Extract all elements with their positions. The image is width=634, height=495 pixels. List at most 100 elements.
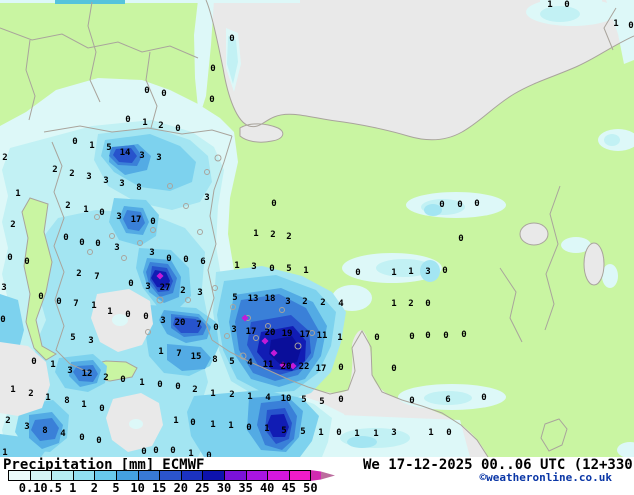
grid-value: 0 [99,404,104,414]
grid-value: 17 [246,327,257,337]
grid-value: 1 [318,428,323,438]
grid-value: 11 [317,331,328,341]
grid-value: 1 [91,301,96,311]
grid-value: 0 [143,312,148,322]
grid-value: 0 [166,254,171,264]
grid-value: 0 [24,257,29,267]
grid-value: 3 [139,151,144,161]
grid-value: 20 [265,328,276,338]
grid-value: 3 [285,297,290,307]
grid-value: 0 [79,433,84,443]
grid-value: 0 [246,423,251,433]
grid-value: 13 [248,294,259,304]
grid-value: 5 [70,333,75,343]
scale-cell [245,470,269,481]
grid-value: 0 [269,264,274,274]
grid-value: 1 [253,229,258,239]
grid-value: 0 [338,363,343,373]
grid-value: 3 [114,243,119,253]
scale-cell [116,470,139,481]
peloponnese-ridge [21,197,57,361]
grid-value: 0 [125,115,130,125]
grid-value: 0 [229,34,234,44]
scale-cell [159,470,182,481]
grid-value: 2 [408,299,413,309]
scale-label: 10 [130,481,145,495]
coast-west-turkey [205,135,233,341]
sea-clear-speckles [112,314,143,429]
grid-value: 0 [458,234,463,244]
grid-value: 0 [120,375,125,385]
grid-value: 0 [153,446,158,456]
scale-cell [288,470,312,481]
grid-value: 3 [86,172,91,182]
grid-value: 2 [229,390,234,400]
precip-peak-icon [289,362,297,370]
grid-value: 1 [10,385,15,395]
scale-label: 15 [151,481,167,495]
grid-value: 1 [337,333,342,343]
grid-value: 19 [282,329,293,339]
coastlines-borders [0,0,634,457]
grid-value: 3 [425,267,430,277]
grid-value: 0 [161,89,166,99]
grid-value: 0 [125,310,130,320]
grid-value: 1 [547,0,552,10]
grid-value: 8 [136,183,141,193]
grid-value: 2 [270,230,275,240]
grid-value: 5 [281,426,286,436]
grid-value: 7 [176,349,181,359]
grid-value: 1 [264,424,269,434]
grid-value: 0 [425,299,430,309]
scale-label: 45 [281,481,297,495]
scale-cell [267,470,290,481]
grid-value: 1 [247,392,252,402]
grid-value: 0 [72,137,77,147]
grid-value: 20 [281,362,292,372]
grid-value: 2 [158,121,163,131]
coast-south-turkey [211,329,489,457]
grid-value: 3 [251,262,256,272]
weather-map: 0 0 0 1 0 1 0 0 0 0 1 2 0 0 1 5 14 3 3 2 2 2 3 3 3 8 1 3 0 0 0 0 2 1 0 3 17 0… [0,0,634,457]
grid-value: 3 [24,422,29,432]
grid-value: 0 [210,64,215,74]
scale-label: 30 [216,481,232,495]
grid-value: 1 [188,449,193,457]
grid-value: 4 [60,429,66,439]
grid-value: 27 [160,283,171,293]
country-border [87,1,101,103]
grid-value: 0 [628,21,633,31]
grid-value: 1 [89,141,94,151]
scale-label: 0.5 [40,481,63,495]
scale-cell [202,470,225,481]
grid-value: 0 [374,333,379,343]
coast-black-sea [205,0,634,141]
grid-value: 2 [103,373,108,383]
grid-value: 1 [173,416,178,426]
scale-cell [29,470,53,481]
grid-value: 0 [128,279,133,289]
grid-value: 2 [286,232,291,242]
grid-value: 0 [175,124,180,134]
grid-value: 0 [461,330,466,340]
scale-cell [8,470,31,481]
grid-value: 0 [141,447,146,457]
grid-value: 0 [31,357,36,367]
grid-value: 4 [265,393,271,403]
grid-value: 7 [94,272,99,282]
grid-value: 10 [281,394,292,404]
grid-value: 0 [474,199,479,209]
precip-peak-icon [261,337,269,345]
legend-title-text: Precipitation [3,457,113,473]
grid-value: 5 [300,427,305,437]
grid-value: 2 [28,389,33,399]
coast-marmara [239,123,284,143]
scale-label: 20 [173,481,189,495]
grid-value: 1 [45,393,50,403]
grid-value: 0 [446,428,451,438]
scale-cell [180,470,204,481]
grid-value: 7 [73,299,78,309]
grid-value: 2 [69,169,74,179]
